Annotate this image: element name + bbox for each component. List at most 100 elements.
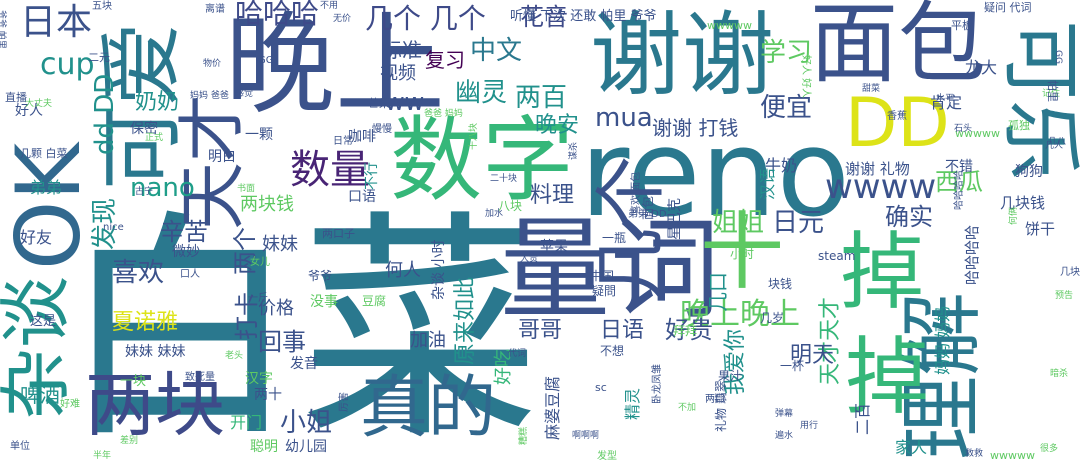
word: 爸爸 妈妈 <box>424 109 463 119</box>
word: 视频 <box>380 63 416 84</box>
word: 好人 <box>15 103 43 119</box>
word: 日常 <box>333 136 353 147</box>
word: 五块 <box>92 1 112 12</box>
word: 白菜 <box>60 190 541 463</box>
word: 数量 <box>290 147 370 193</box>
word: 面包 <box>810 0 987 95</box>
word: 爷爷 帕里 <box>0 10 6 49</box>
word: 物价 <box>203 59 222 69</box>
word: 厉害 <box>339 392 350 412</box>
word: 复习 <box>425 48 465 72</box>
word: OK <box>0 143 100 270</box>
word: 明白 <box>208 149 236 165</box>
word: 精灵 <box>623 387 642 420</box>
word: 口人 <box>180 269 200 280</box>
word: 啤酒 <box>20 383 60 407</box>
word: 正式 <box>145 133 164 143</box>
word: 中国 <box>590 269 615 283</box>
word: 不错 <box>945 159 973 175</box>
word: 致死量 <box>185 372 215 383</box>
word: 代词 <box>508 349 527 359</box>
word: nice <box>103 222 124 233</box>
word: 书面 <box>237 184 256 194</box>
word: 妈妈 妈妈 <box>933 305 952 375</box>
word: 遍水 <box>775 431 794 441</box>
word: 不加 <box>678 403 697 413</box>
word: 记住 <box>1042 89 1061 99</box>
word: 两百 <box>515 83 568 113</box>
word: wwwww <box>955 127 1000 140</box>
word: 几八 <box>1048 137 1067 147</box>
word: 中文 <box>470 36 523 66</box>
word: 日语 <box>600 318 645 343</box>
word: 用行 <box>800 421 819 431</box>
word: 晚安 <box>535 113 580 138</box>
word: 豆腐 <box>362 294 387 308</box>
word: 口语 <box>348 189 376 205</box>
word: 爷爷 <box>308 269 333 283</box>
word: 平板 <box>951 19 973 32</box>
word: 小姐 <box>280 408 333 438</box>
word: 拜拜 <box>673 324 698 338</box>
word: 可乐 <box>994 20 1080 180</box>
word: 肯定 <box>930 93 963 112</box>
word: 量词 <box>500 206 720 334</box>
word: 妈妈 爸爸 <box>190 91 229 101</box>
word: 掉 <box>840 223 925 321</box>
word: 料理 <box>530 183 575 208</box>
word: 晚上 <box>225 1 445 129</box>
word: 古宁 <box>135 187 154 197</box>
word: dd DD <box>90 73 120 155</box>
word: 两块钱 <box>240 194 294 215</box>
word: 石头 <box>954 124 973 134</box>
word: 微妙 <box>172 244 200 260</box>
word: 十八块 <box>469 122 479 150</box>
word: 辛苦 <box>160 218 208 246</box>
word: 帕里 <box>1046 80 1059 102</box>
word: 孤独 <box>1008 119 1030 132</box>
word: 块钱 <box>768 277 793 291</box>
word: 一杯 <box>780 359 805 373</box>
word: 谢谢 礼物 <box>845 160 910 178</box>
word: 幼儿园 <box>285 439 327 455</box>
word: 妹妹 妹妹 <box>125 344 186 360</box>
word: DD <box>845 84 950 163</box>
word: 天才天才 <box>818 296 843 385</box>
word: 龙大 <box>965 58 998 77</box>
word: 几颗 白菜 <box>20 147 68 160</box>
word: 汉语 <box>758 167 777 200</box>
word: 几块 <box>1060 267 1080 278</box>
word: 很多 <box>1040 444 1059 454</box>
word: 谢谢 打钱 <box>652 116 739 140</box>
word: 半年 <box>93 451 112 461</box>
word: 麻婆豆腐 <box>543 375 562 440</box>
word: 两口子 <box>322 227 355 240</box>
word: 狗狗 <box>1015 164 1043 180</box>
word: 两口 <box>705 394 725 405</box>
word: 暗杀 <box>1050 369 1069 379</box>
word: 掉 <box>845 328 930 426</box>
word: 救救 <box>965 449 984 459</box>
word: 家人 <box>895 438 928 457</box>
word: 喜欢 <box>112 258 165 288</box>
word: 八块 <box>498 199 523 213</box>
word: 老头 <box>225 351 244 361</box>
word: 晚上晚上 <box>680 297 800 332</box>
word: 这是 <box>30 314 57 329</box>
word: 何人 <box>385 260 421 281</box>
word: 喜欢 面包 <box>631 171 642 215</box>
word: 两十 <box>254 387 282 403</box>
word: 感觉 <box>235 89 254 99</box>
word: 幽灵 <box>455 78 508 108</box>
word: 预告 <box>1055 291 1074 301</box>
word: cup <box>40 47 95 82</box>
word: 哈哈哈 <box>235 0 320 30</box>
word: 二十块 <box>490 174 518 184</box>
word: 一颗 <box>245 127 273 143</box>
word: 牛奶 <box>765 156 798 175</box>
word: wwwww <box>990 449 1035 462</box>
word: 好人 好人 <box>800 55 811 99</box>
word: ww <box>385 88 425 116</box>
word: 回事 <box>258 328 306 356</box>
